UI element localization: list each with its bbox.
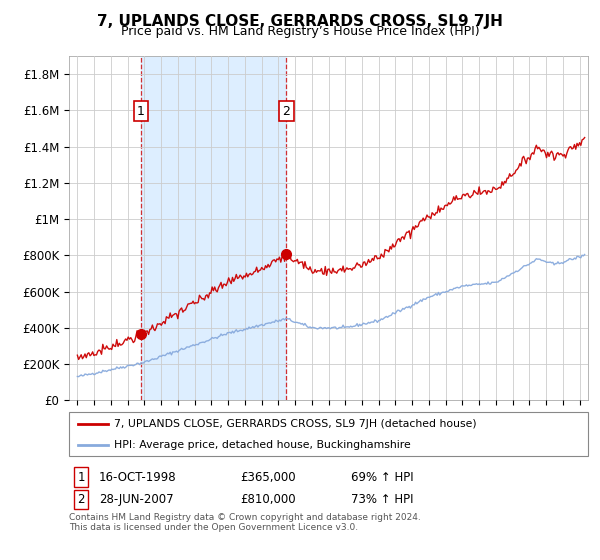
- Bar: [141, 56, 286, 400]
- Text: 28-JUN-2007: 28-JUN-2007: [99, 493, 173, 506]
- Text: 2: 2: [283, 105, 290, 118]
- Text: £810,000: £810,000: [240, 493, 296, 506]
- Text: 1: 1: [137, 105, 145, 118]
- Text: 69% ↑ HPI: 69% ↑ HPI: [351, 470, 413, 484]
- Text: 1: 1: [77, 470, 85, 484]
- Text: 7, UPLANDS CLOSE, GERRARDS CROSS, SL9 7JH (detached house): 7, UPLANDS CLOSE, GERRARDS CROSS, SL9 7J…: [114, 419, 476, 429]
- Text: This data is licensed under the Open Government Licence v3.0.: This data is licensed under the Open Gov…: [69, 523, 358, 532]
- Text: HPI: Average price, detached house, Buckinghamshire: HPI: Average price, detached house, Buck…: [114, 440, 411, 450]
- Text: 16-OCT-1998: 16-OCT-1998: [99, 470, 176, 484]
- Text: £365,000: £365,000: [240, 470, 296, 484]
- Text: 2: 2: [77, 493, 85, 506]
- Text: 7, UPLANDS CLOSE, GERRARDS CROSS, SL9 7JH: 7, UPLANDS CLOSE, GERRARDS CROSS, SL9 7J…: [97, 14, 503, 29]
- Text: Contains HM Land Registry data © Crown copyright and database right 2024.: Contains HM Land Registry data © Crown c…: [69, 513, 421, 522]
- Text: 73% ↑ HPI: 73% ↑ HPI: [351, 493, 413, 506]
- Text: Price paid vs. HM Land Registry’s House Price Index (HPI): Price paid vs. HM Land Registry’s House …: [121, 25, 479, 38]
